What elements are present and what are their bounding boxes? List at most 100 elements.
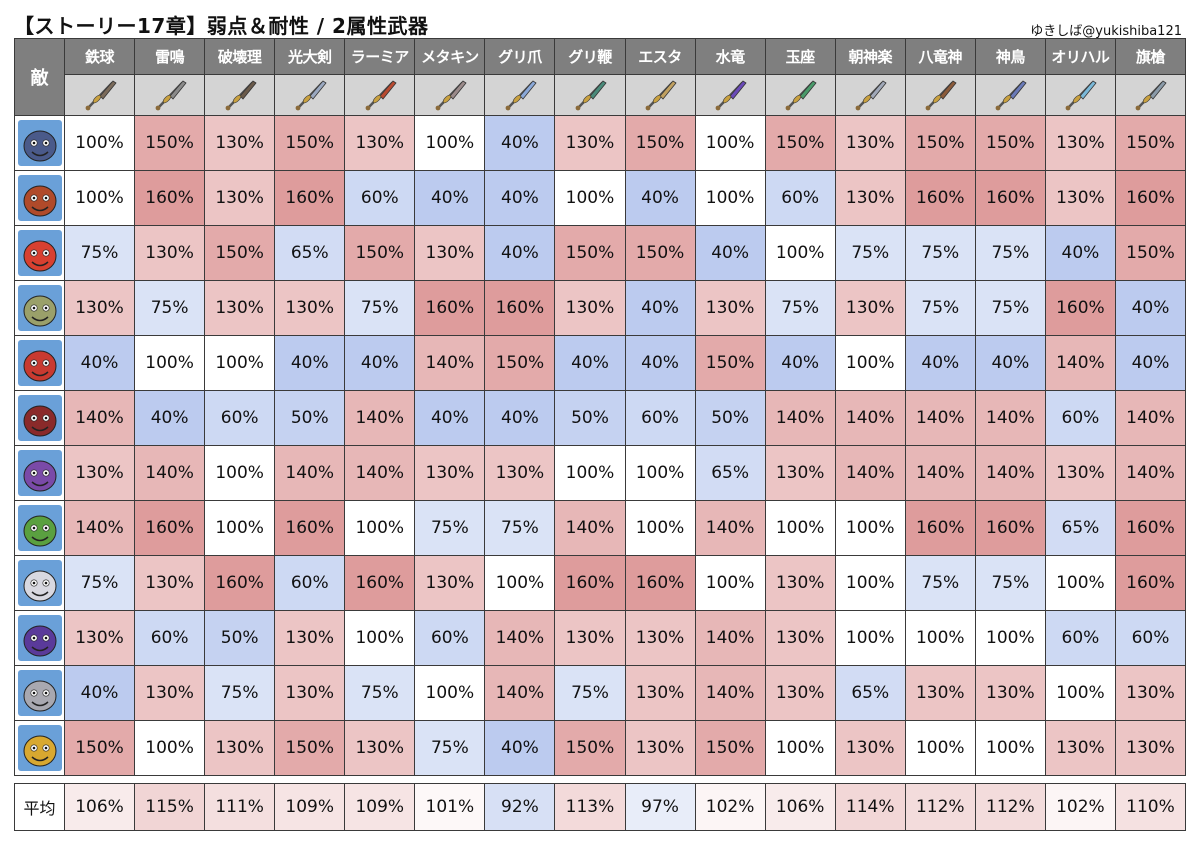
value-cell: 140% (63, 500, 136, 556)
value-cell: 75% (974, 555, 1046, 611)
value-cell: 60% (1114, 610, 1187, 666)
value-cell: 130% (1044, 720, 1116, 776)
average-label: 平均 (14, 783, 65, 831)
value-cell: 100% (974, 610, 1046, 666)
weapon-icon-cell-10 (694, 74, 766, 116)
value-cell: 130% (1044, 445, 1116, 501)
value-cell: 130% (414, 445, 486, 501)
value-cell: 100% (624, 445, 696, 501)
value-cell: 130% (134, 225, 206, 281)
separator-cell (484, 775, 555, 784)
value-cell: 140% (904, 445, 976, 501)
value-cell: 140% (764, 390, 836, 446)
value-cell: 75% (134, 280, 206, 336)
value-cell: 160% (344, 555, 416, 611)
value-cell: 40% (414, 170, 486, 226)
value-cell: 75% (63, 225, 136, 281)
esta-blade-icon (645, 80, 677, 111)
value-cell: 100% (834, 555, 906, 611)
weapon-name-16: 旗槍 (1114, 38, 1187, 75)
value-cell: 160% (274, 170, 346, 226)
enemy-cell (14, 390, 65, 446)
value-cell: 100% (764, 500, 836, 556)
throne-shield-icon (785, 80, 817, 111)
value-cell: 60% (624, 390, 696, 446)
value-cell: 65% (834, 665, 906, 721)
value-cell: 75% (764, 280, 836, 336)
value-cell: 140% (134, 445, 206, 501)
value-cell: 130% (624, 720, 696, 776)
separator-cell (625, 775, 696, 784)
value-cell: 150% (624, 115, 696, 171)
average-value-cell: 97% (624, 783, 696, 831)
value-cell: 130% (834, 720, 906, 776)
griffon-claw-icon (505, 80, 537, 111)
value-cell: 75% (904, 225, 976, 281)
value-cell: 130% (554, 280, 626, 336)
value-cell: 150% (1114, 225, 1187, 281)
value-cell: 100% (134, 335, 206, 391)
weapon-name-14: 神鳥 (974, 38, 1046, 75)
separator-cell (975, 775, 1046, 784)
value-cell: 140% (63, 390, 136, 446)
enemy-cell (14, 610, 65, 666)
purple-knight-avatar-icon (17, 450, 62, 496)
flag-spear-icon (1136, 80, 1168, 111)
value-cell: 150% (764, 115, 836, 171)
value-cell: 100% (63, 115, 136, 171)
zombie-avatar-icon (17, 285, 62, 331)
separator-cell (14, 775, 65, 784)
value-cell: 130% (204, 280, 276, 336)
value-cell: 65% (694, 445, 766, 501)
table-row: 140% 40% 60% 50% 140% 40% 40% 50% 60% 50% 140% 140%… (14, 390, 1187, 446)
separator-cell (204, 775, 275, 784)
separator-cell (274, 775, 345, 784)
value-cell: 160% (484, 280, 556, 336)
average-value-cell: 115% (134, 783, 206, 831)
value-cell: 130% (904, 665, 976, 721)
value-cell: 130% (274, 610, 346, 666)
destruction-staff-icon (225, 80, 257, 111)
separator-cell (414, 775, 485, 784)
red-crab-avatar-icon (17, 230, 62, 276)
weapon-name-5: ラーミア (344, 38, 416, 75)
weapon-icon-cell-6 (414, 74, 486, 116)
table-row: 140% 160% 100% 160% 100% 75% 75% 140% 100% 140% 10… (14, 500, 1187, 556)
value-cell: 60% (414, 610, 486, 666)
value-cell: 60% (1044, 610, 1116, 666)
value-cell: 75% (63, 555, 136, 611)
value-cell: 100% (1044, 665, 1116, 721)
value-cell: 60% (1044, 390, 1116, 446)
value-cell: 100% (344, 610, 416, 666)
weapon-icon-cell-2 (134, 74, 206, 116)
value-cell: 150% (974, 115, 1046, 171)
value-cell: 140% (694, 500, 766, 556)
value-cell: 100% (834, 610, 906, 666)
value-cell: 50% (554, 390, 626, 446)
value-cell: 100% (974, 720, 1046, 776)
iron-ball-flail-icon (85, 80, 117, 111)
value-cell: 140% (834, 445, 906, 501)
value-cell: 100% (694, 555, 766, 611)
table-row: 75% 130% 160% 60% 160% 130% 100% 160% 160% 100% 13… (14, 555, 1187, 611)
separator-cell (344, 775, 415, 784)
average-value-cell: 106% (764, 783, 836, 831)
average-value-cell: 92% (484, 783, 556, 831)
value-cell: 130% (414, 225, 486, 281)
value-cell: 130% (764, 445, 836, 501)
value-cell: 40% (694, 225, 766, 281)
value-cell: 75% (974, 280, 1046, 336)
table-row: 100% 160% 130% 160% 60% 40% 40% 100% 40% 100% 60% 1… (14, 170, 1187, 226)
value-cell: 140% (484, 665, 556, 721)
average-value-cell: 109% (344, 783, 416, 831)
value-cell: 140% (694, 665, 766, 721)
table-row: 130% 140% 100% 140% 140% 130% 130% 100% 100% 65% 1… (14, 445, 1187, 501)
value-cell: 40% (1114, 335, 1187, 391)
value-cell: 160% (134, 170, 206, 226)
value-cell: 130% (554, 610, 626, 666)
value-cell: 160% (274, 500, 346, 556)
value-cell: 40% (484, 170, 556, 226)
table-row: 130% 60% 50% 130% 100% 60% 140% 130% 130% 140% 130… (14, 610, 1187, 666)
value-cell: 130% (274, 665, 346, 721)
value-cell: 130% (134, 555, 206, 611)
